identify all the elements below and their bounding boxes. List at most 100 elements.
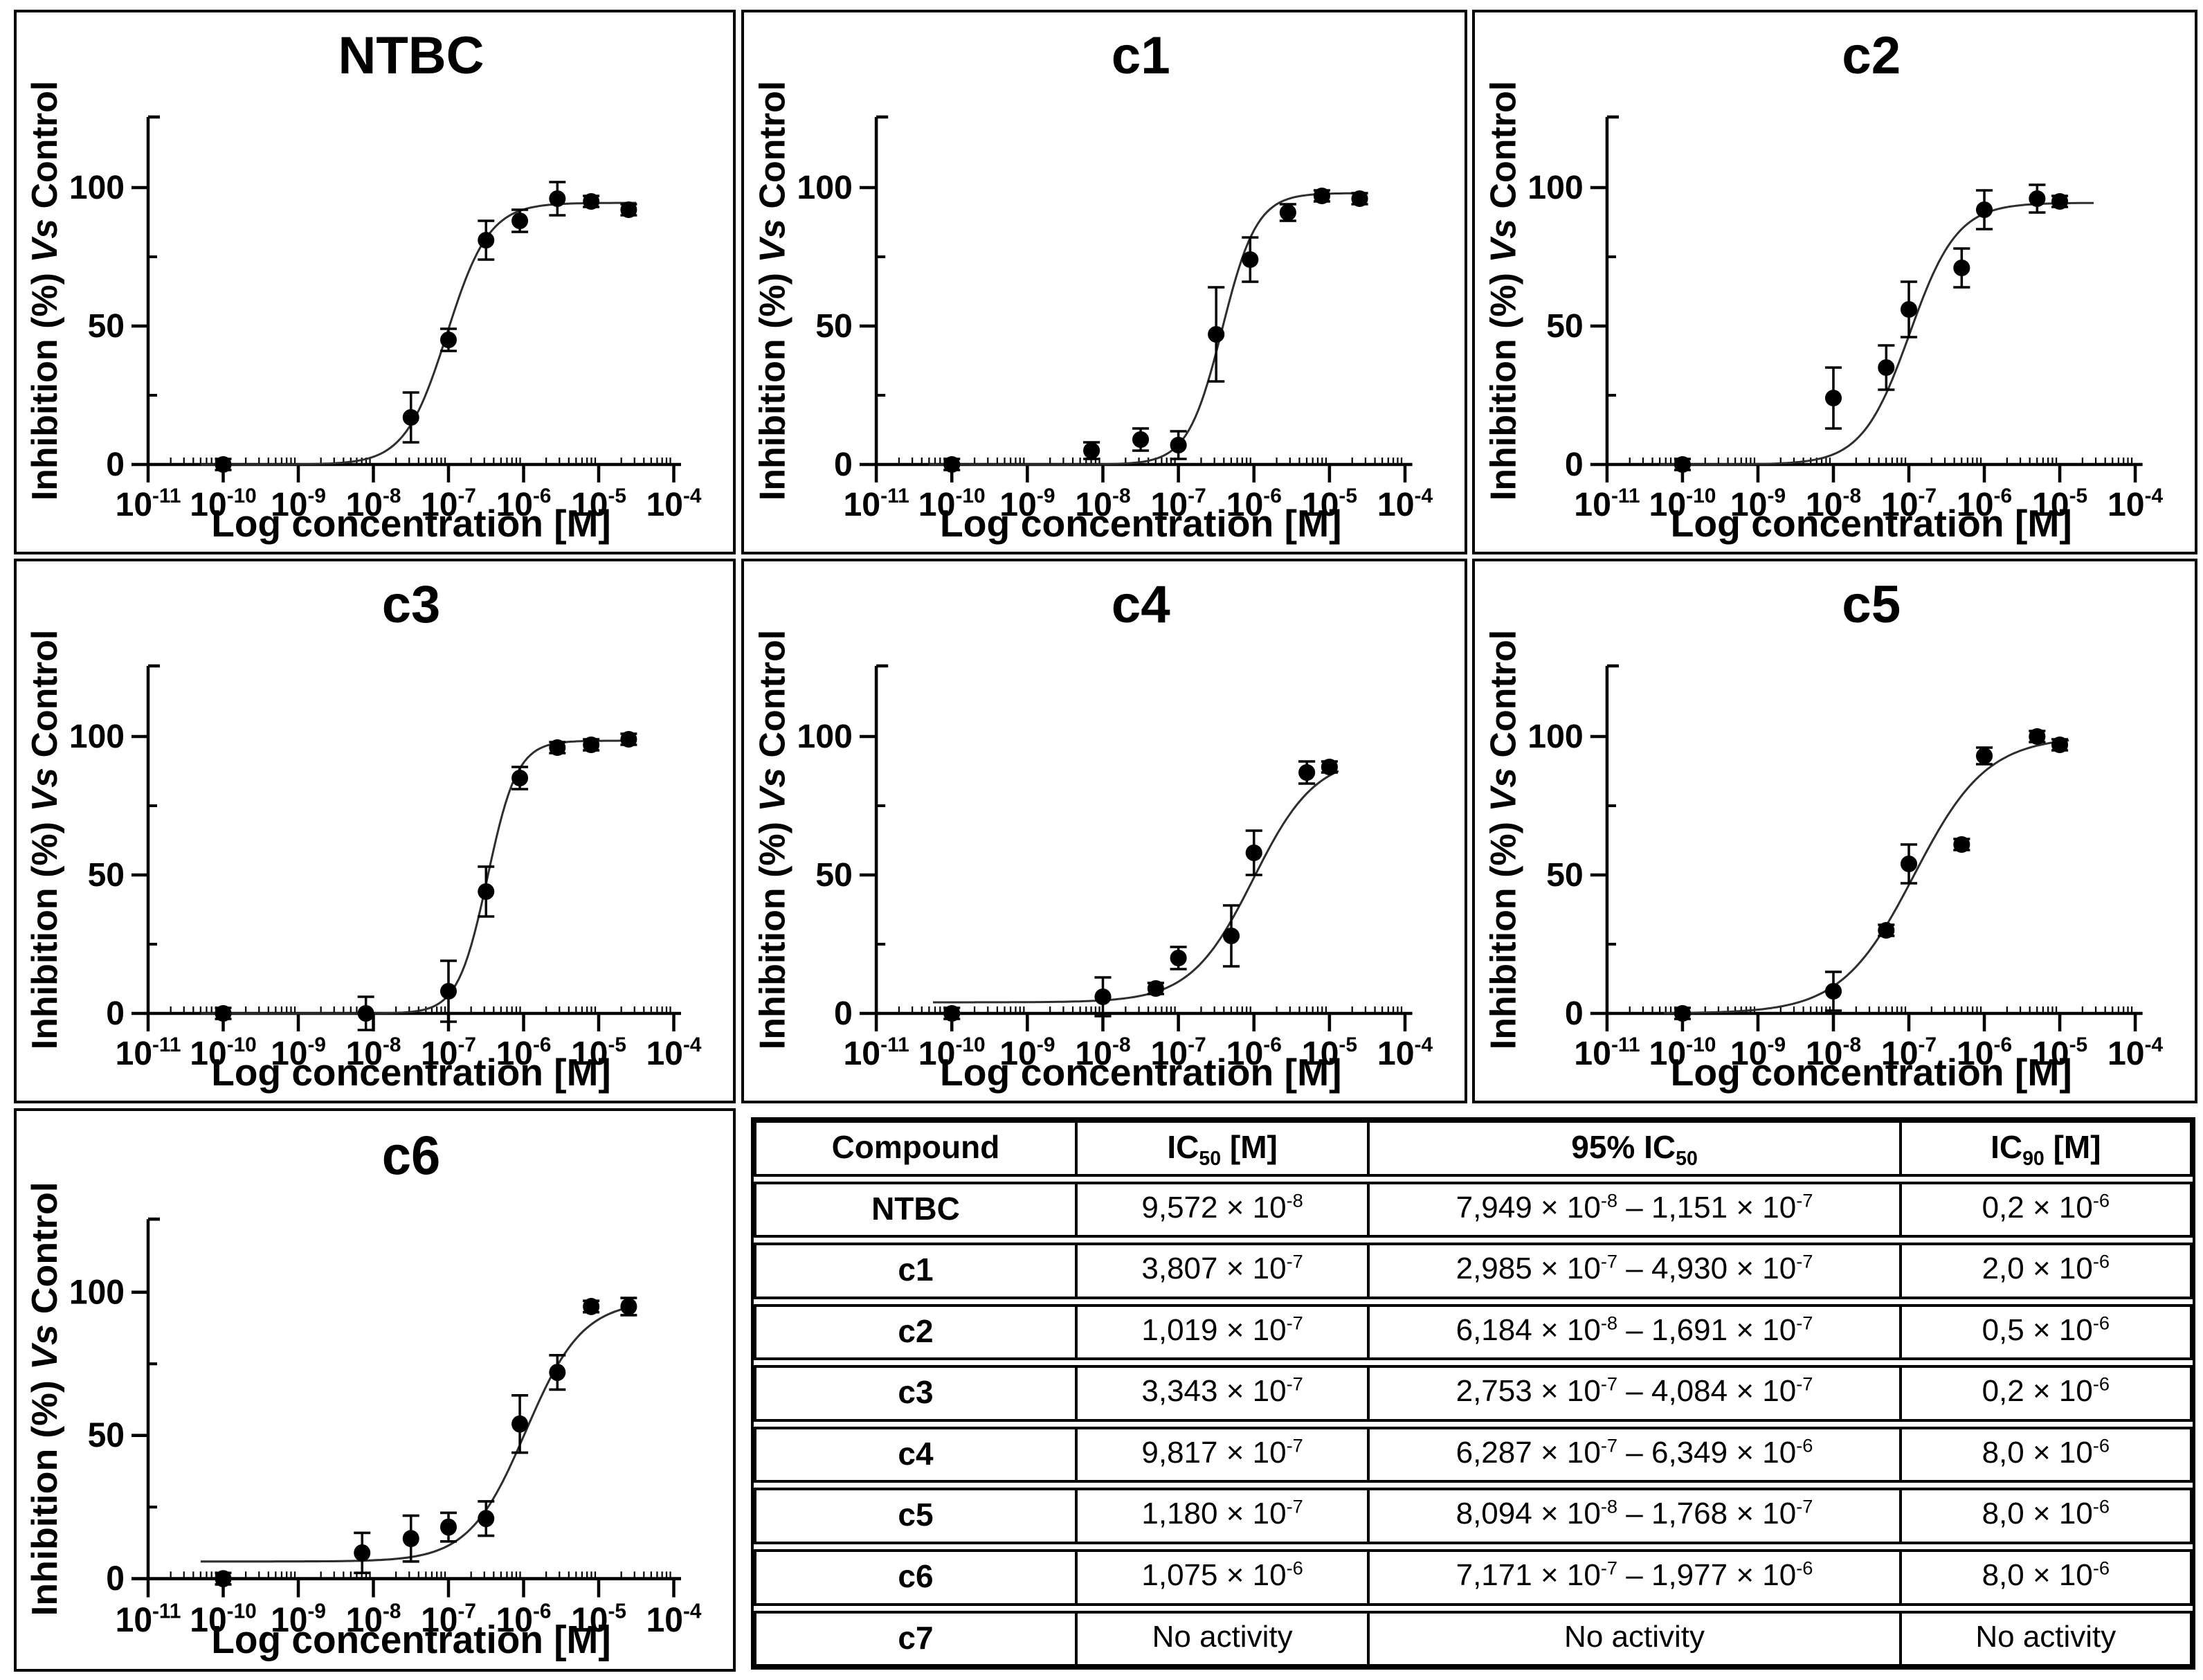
- data-point: [1900, 856, 1918, 872]
- x-tick-label: 10-9: [271, 1033, 326, 1072]
- y-tick-label: 50: [88, 308, 125, 345]
- data-point: [1170, 437, 1187, 453]
- x-tick-label: 10-9: [271, 485, 326, 523]
- data-point: [478, 232, 495, 249]
- table-header-cell: 95% IC50: [1370, 1123, 1902, 1174]
- x-tick-label: 10-11: [843, 485, 909, 523]
- data-point: [549, 1364, 566, 1382]
- data-point: [1170, 950, 1187, 966]
- y-axis-label: Inhibition (%) Vs Control: [1483, 81, 1523, 500]
- value-cell: 0,2 × 10-6: [1982, 1189, 2110, 1225]
- value-cell: 0,5 × 10-6: [1982, 1312, 2110, 1347]
- compound-cell: c5: [756, 1490, 1078, 1542]
- chart-ntbc: 10-11 10-10 10-9 10-8 10-7 10-6 10-5 10-4 0 50 100…: [25, 26, 702, 545]
- chart-c5: 10-11 10-10 10-9 10-8 10-7 10-6 10-5 10-4 0 50 100…: [1483, 575, 2163, 1094]
- value-cell: 8,094 × 10-8 – 1,768 × 10-7: [1370, 1490, 1902, 1542]
- x-tick-label: 10-7: [1150, 485, 1206, 523]
- y-axis-label: Inhibition (%) Vs Control: [25, 81, 65, 501]
- y-tick-label: 100: [69, 1274, 125, 1312]
- fit-curve: [200, 201, 637, 466]
- y-tick-label: 0: [106, 995, 125, 1032]
- value-cell: No activity: [1370, 1613, 1902, 1665]
- value-cell: 6,287 × 10-7 – 6,349 × 10-6: [1370, 1429, 1902, 1481]
- table-header-row: Compound IC50 [M] 95% IC50 IC90 [M]: [754, 1120, 2193, 1177]
- compound-cell: NTBC: [756, 1184, 1078, 1236]
- compound-cell: c7: [756, 1613, 1078, 1665]
- compound-cell: c1: [756, 1245, 1078, 1297]
- x-axis-label: Log concentration [M]: [940, 502, 1342, 545]
- x-tick-label: 10-4: [646, 485, 702, 523]
- chart-title: c4: [1112, 575, 1170, 634]
- results-table: Compound IC50 [M] 95% IC50 IC90 [M] NTBC 9,57…: [751, 1117, 2195, 1670]
- y-tick-label: 100: [1527, 169, 1583, 206]
- panel-c4: 10-11 10-10 10-9 10-8 10-7 10-6 10-5 10-4 0 50 100…: [741, 559, 1467, 1103]
- y-axis-label: Inhibition (%) Vs Control: [25, 1182, 65, 1616]
- x-axis-label: Log concentration [M]: [1671, 502, 2072, 545]
- y-axis-label: Inhibition (%) Vs Control: [752, 81, 792, 500]
- x-tick-label: 10-10: [918, 485, 986, 523]
- y-tick-label: 50: [815, 856, 853, 894]
- fit-curve: [200, 739, 637, 1015]
- value-cell: No activity: [1078, 1613, 1370, 1665]
- x-tick-label: 10-6: [496, 1033, 552, 1072]
- panel-c6: 10-11 10-10 10-9 10-8 10-7 10-6 10-5 10-4 0 50 100…: [14, 1108, 736, 1672]
- table-row: c3 3,343 × 10-7 2,753 × 10-7 – 4,084 × 10-…: [754, 1365, 2193, 1422]
- data-point: [478, 883, 495, 900]
- compound-cell: c3: [756, 1368, 1078, 1419]
- x-tick-label: 10-8: [346, 1600, 401, 1639]
- data-point: [402, 1530, 419, 1548]
- x-tick-label: 10-7: [1881, 485, 1937, 523]
- table-row: NTBC 9,572 × 10-8 7,949 × 10-8 – 1,151 × 1…: [754, 1181, 2193, 1238]
- value-cell: 6,184 × 10-8 – 1,691 × 10-7: [1370, 1306, 1902, 1358]
- data-point: [511, 1415, 529, 1433]
- data-point: [1147, 980, 1164, 997]
- fit-curve: [200, 1305, 637, 1563]
- data-point: [215, 456, 232, 473]
- x-tick-label: 10-6: [496, 1600, 552, 1639]
- x-tick-label: 10-11: [116, 1033, 181, 1072]
- table-row: c4 9,817 × 10-7 6,287 × 10-7 – 6,349 × 10-…: [754, 1426, 2193, 1483]
- data-point: [943, 456, 961, 473]
- data-point: [1094, 988, 1112, 1005]
- x-tick-label: 10-9: [999, 485, 1055, 523]
- value-cell: 3,343 × 10-7: [1078, 1368, 1370, 1419]
- y-tick-label: 100: [797, 718, 853, 755]
- chart-title: c5: [1842, 575, 1901, 634]
- table-header-cell: IC90 [M]: [1991, 1129, 2101, 1171]
- x-axis-label: Log concentration [M]: [211, 502, 610, 545]
- data-point: [549, 190, 566, 207]
- data-point: [2029, 728, 2046, 745]
- x-tick-label: 10-7: [1150, 1033, 1206, 1072]
- x-tick-label: 10-5: [1302, 485, 1357, 523]
- table-header-cell: IC50 [M]: [1078, 1123, 1370, 1174]
- panel-c1: 10-11 10-10 10-9 10-8 10-7 10-6 10-5 10-4 0 50 100…: [741, 10, 1467, 554]
- x-tick-label: 10-6: [1957, 1033, 2012, 1072]
- data-point: [1242, 251, 1259, 268]
- value-cell: 1,075 × 10-6: [1078, 1551, 1370, 1603]
- x-axis-label: Log concentration [M]: [1671, 1051, 2072, 1094]
- table-header-cell: Compound: [756, 1123, 1078, 1174]
- x-tick-label: 10-4: [2107, 485, 2164, 523]
- x-tick-label: 10-7: [1881, 1033, 1937, 1072]
- data-point: [1674, 1005, 1691, 1022]
- x-tick-label: 10-11: [116, 485, 181, 523]
- data-point: [440, 332, 457, 348]
- x-tick-label: 10-8: [346, 485, 401, 523]
- chart-c1: 10-11 10-10 10-9 10-8 10-7 10-6 10-5 10-4 0 50 100…: [752, 26, 1433, 545]
- data-point: [511, 213, 529, 229]
- chart-title: NTBC: [338, 26, 484, 85]
- x-tick-label: 10-8: [1806, 485, 1861, 523]
- data-point: [440, 983, 457, 1000]
- data-point: [1878, 922, 1895, 939]
- x-tick-label: 10-5: [2032, 485, 2087, 523]
- chart-c2: 10-11 10-10 10-9 10-8 10-7 10-6 10-5 10-4 0 50 100…: [1483, 26, 2164, 545]
- x-tick-label: 10-11: [1574, 485, 1640, 523]
- data-point: [1321, 759, 1338, 775]
- data-point: [583, 1298, 600, 1315]
- chart-title: c6: [382, 1126, 441, 1186]
- compound-cell: c4: [756, 1429, 1078, 1481]
- x-tick-label: 10-9: [1730, 485, 1786, 523]
- x-tick-label: 10-11: [843, 1033, 909, 1072]
- x-tick-label: 10-5: [2032, 1033, 2087, 1072]
- value-cell: 9,817 × 10-7: [1078, 1429, 1370, 1481]
